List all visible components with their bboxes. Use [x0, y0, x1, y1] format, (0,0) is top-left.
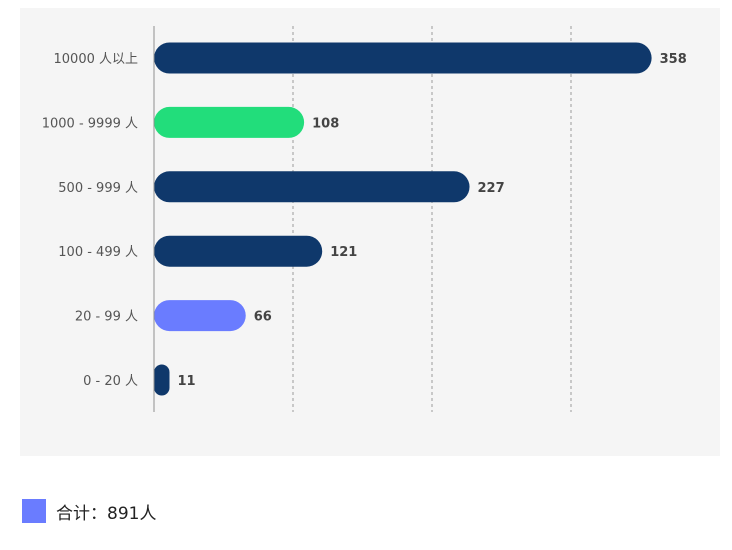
category-label-4: 100 - 499 人: [58, 245, 138, 260]
bar-5: [154, 300, 246, 332]
value-label-5: 66: [254, 310, 272, 325]
bar-2: [154, 106, 305, 138]
bar-6: [154, 364, 170, 396]
bar-3: [154, 171, 470, 203]
legend-total-label: 合计：891人: [56, 503, 157, 524]
legend-swatch: [22, 499, 46, 523]
bar-1: [154, 42, 652, 74]
category-label-6: 0 - 20 人: [83, 374, 138, 389]
category-label-5: 20 - 99 人: [75, 310, 138, 325]
value-label-2: 108: [312, 116, 339, 131]
legend: 合计：891人: [22, 497, 156, 525]
bar-4: [154, 235, 323, 267]
value-label-4: 121: [330, 245, 357, 260]
value-label-3: 227: [478, 181, 505, 196]
category-label-2: 1000 - 9999 人: [42, 116, 138, 131]
category-label-3: 500 - 999 人: [58, 181, 138, 196]
bar-chart: 10000 人以上 358 1000 - 9999 人 108 500 - 999 人 2…: [42, 26, 687, 412]
category-label-1: 10000 人以上: [54, 52, 139, 67]
chart-plot-area: 10000 人以上 358 1000 - 9999 人 108 500 - 999 人 2…: [20, 8, 720, 456]
value-label-1: 358: [660, 52, 687, 67]
value-label-6: 11: [178, 374, 196, 389]
